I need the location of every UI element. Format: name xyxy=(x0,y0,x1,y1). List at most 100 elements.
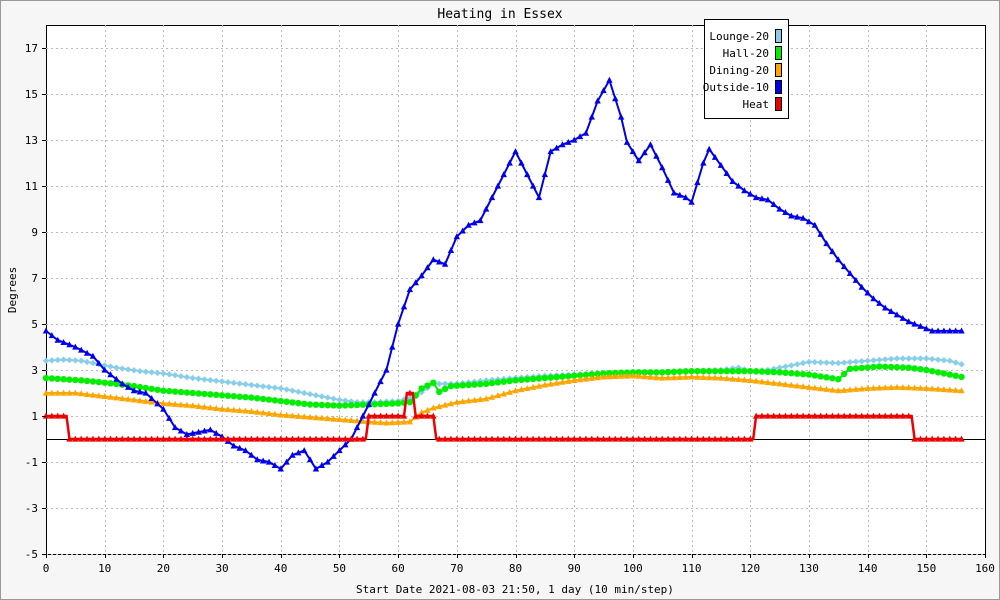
x-tick-label: 130 xyxy=(799,562,819,575)
data-point xyxy=(917,384,924,391)
legend-swatch xyxy=(775,97,782,111)
data-point xyxy=(623,369,631,376)
data-point xyxy=(383,400,390,408)
data-point xyxy=(154,386,161,393)
data-point xyxy=(570,376,578,383)
data-point xyxy=(770,201,777,207)
data-point xyxy=(747,367,754,375)
data-point xyxy=(635,372,642,379)
data-point xyxy=(459,227,466,234)
x-axis-label: Start Date 2021-08-03 21:50, 1 day (10 m… xyxy=(356,583,674,596)
data-point xyxy=(559,141,566,148)
data-point xyxy=(183,373,191,381)
data-point xyxy=(412,412,419,419)
data-point xyxy=(224,378,232,386)
x-tick-label: 70 xyxy=(450,562,463,575)
data-point xyxy=(424,412,431,419)
data-point xyxy=(946,386,953,393)
data-point xyxy=(306,435,314,442)
data-point xyxy=(207,404,214,411)
data-point xyxy=(230,393,237,400)
data-point xyxy=(389,400,396,407)
data-point xyxy=(301,435,308,442)
data-point xyxy=(782,369,789,376)
data-point xyxy=(946,327,953,334)
data-point xyxy=(659,164,666,171)
y-tick-label: 13 xyxy=(25,134,38,147)
data-point xyxy=(60,389,67,396)
data-point xyxy=(911,435,918,442)
data-point xyxy=(524,376,531,383)
data-point xyxy=(154,369,161,377)
data-point xyxy=(870,412,877,419)
data-point xyxy=(952,327,959,334)
data-point xyxy=(277,385,284,392)
data-point xyxy=(195,390,202,397)
data-point xyxy=(799,383,807,390)
data-point xyxy=(482,205,490,212)
data-point xyxy=(453,233,461,240)
data-point xyxy=(876,412,883,419)
data-point xyxy=(928,367,936,375)
data-point xyxy=(565,138,572,145)
data-point xyxy=(142,435,149,442)
data-point xyxy=(840,386,848,393)
data-point xyxy=(770,379,777,386)
data-point xyxy=(882,356,889,363)
data-point xyxy=(606,435,613,442)
data-point xyxy=(717,161,725,168)
data-point xyxy=(617,372,625,379)
data-point xyxy=(887,384,895,391)
data-point xyxy=(471,396,478,403)
data-point xyxy=(923,355,930,362)
data-point xyxy=(148,394,155,401)
data-point xyxy=(887,363,895,371)
data-point xyxy=(154,400,161,407)
data-point xyxy=(670,374,678,381)
data-point xyxy=(441,401,449,408)
data-point xyxy=(893,383,901,390)
data-point xyxy=(952,359,959,366)
y-tick-label: 9 xyxy=(31,226,38,239)
data-point xyxy=(166,435,173,442)
data-point xyxy=(882,363,889,370)
data-point xyxy=(171,424,179,431)
data-point xyxy=(465,221,472,228)
data-point xyxy=(705,435,713,442)
data-point xyxy=(835,359,842,367)
data-point xyxy=(113,435,120,442)
data-point xyxy=(835,387,842,394)
data-point xyxy=(465,435,472,442)
data-point xyxy=(301,400,308,408)
data-point xyxy=(529,435,537,442)
data-point xyxy=(923,325,930,332)
data-point xyxy=(559,435,566,442)
data-point xyxy=(289,412,296,419)
data-point xyxy=(811,372,819,379)
data-point xyxy=(406,418,414,425)
data-point xyxy=(113,380,120,388)
data-point xyxy=(647,369,654,376)
data-point xyxy=(72,343,79,350)
data-point xyxy=(166,400,173,407)
data-point xyxy=(776,369,783,376)
data-point xyxy=(89,378,97,385)
data-point xyxy=(799,370,807,378)
data-point xyxy=(195,435,202,442)
data-point xyxy=(271,410,279,417)
data-point xyxy=(471,381,478,388)
data-point xyxy=(248,381,255,389)
data-point xyxy=(623,435,631,442)
data-point xyxy=(923,366,930,374)
data-point xyxy=(148,398,155,405)
data-point xyxy=(207,426,214,433)
data-point xyxy=(441,260,449,267)
data-point xyxy=(142,368,149,375)
data-point xyxy=(265,435,273,442)
data-point xyxy=(142,397,149,404)
data-point xyxy=(453,382,461,389)
data-point xyxy=(148,435,155,442)
data-point xyxy=(670,189,678,196)
data-point xyxy=(436,258,443,265)
data-point xyxy=(723,375,730,382)
